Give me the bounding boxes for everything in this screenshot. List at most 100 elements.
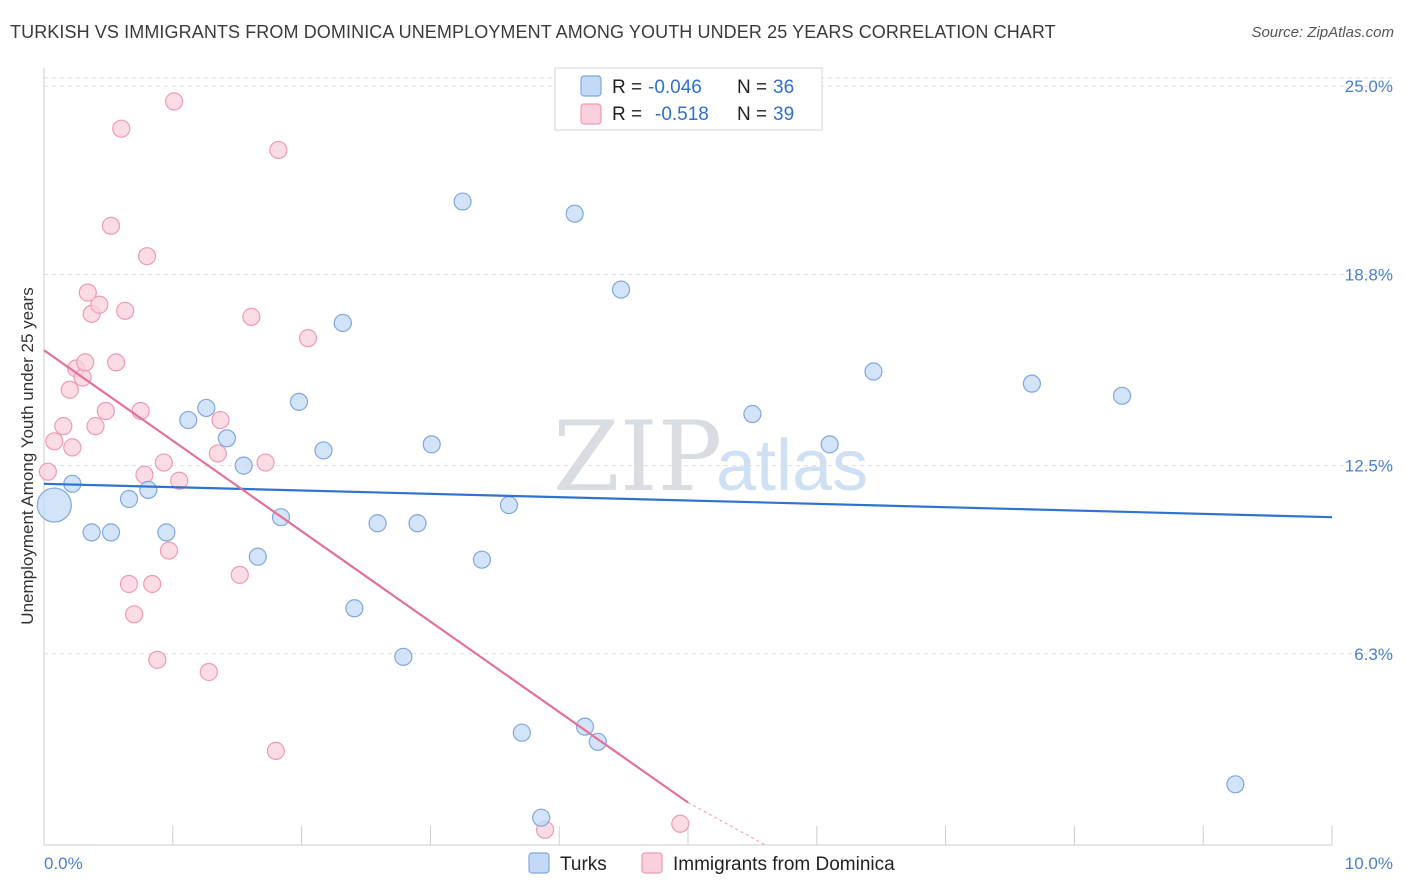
chart-source: Source: ZipAtlas.com bbox=[1251, 24, 1394, 41]
turks-point bbox=[217, 429, 236, 448]
turks-point bbox=[575, 717, 595, 736]
dominica-point bbox=[101, 216, 121, 235]
turks-point bbox=[588, 732, 607, 751]
y-tick-labels: 6.3% 12.5% 18.8% 25.0% bbox=[1345, 77, 1393, 664]
dominica-point bbox=[125, 605, 144, 624]
legend-turks-swatch bbox=[580, 75, 602, 97]
dominica-point bbox=[164, 92, 184, 111]
dominica-point bbox=[54, 417, 73, 436]
y-tick-label: 12.5% bbox=[1345, 457, 1393, 476]
legend-bottom-dominica-swatch bbox=[641, 852, 663, 874]
turks-point bbox=[157, 523, 176, 542]
turks-point bbox=[864, 362, 883, 381]
dominica-point bbox=[170, 471, 189, 490]
dominica-point bbox=[298, 329, 318, 348]
x-ticks bbox=[43, 826, 1333, 845]
turks-point bbox=[408, 514, 427, 533]
dominica-point bbox=[45, 432, 64, 451]
legend-turks-r-value: -0.046 bbox=[648, 77, 702, 98]
y-axis-label: Unemployment Among Youth under 25 years bbox=[18, 287, 37, 624]
watermark-zip: ZIP bbox=[553, 401, 722, 513]
x-tick-label-min: 0.0% bbox=[44, 854, 83, 873]
legend-top: R = -0.046 N = 36 R = -0.518 N = 39 bbox=[554, 67, 823, 131]
turks-point bbox=[611, 280, 631, 299]
dominica-point bbox=[90, 295, 109, 314]
dominica-point bbox=[143, 574, 162, 594]
turks-point bbox=[139, 480, 158, 499]
legend-bottom-turks-label: Turks bbox=[560, 854, 607, 875]
turks-trend-line bbox=[43, 482, 1333, 519]
legend-bottom: Turks Immigrants from Dominica bbox=[528, 852, 895, 875]
dominica-point bbox=[266, 741, 285, 761]
turks-point bbox=[248, 547, 267, 566]
turks-point bbox=[499, 495, 519, 515]
dominica-series bbox=[38, 92, 690, 839]
x-tick-label-max: 10.0% bbox=[1345, 854, 1393, 873]
turks-point bbox=[179, 410, 198, 430]
dominica-point bbox=[208, 444, 227, 463]
turks-point bbox=[453, 192, 472, 211]
y-tick-label: 18.8% bbox=[1345, 265, 1393, 284]
legend-dominica-n-value: 39 bbox=[773, 104, 794, 125]
dominica-point bbox=[112, 119, 131, 138]
turks-point bbox=[422, 435, 441, 454]
dominica-point bbox=[63, 438, 82, 457]
dominica-point bbox=[96, 401, 115, 421]
y-tick-label: 6.3% bbox=[1354, 645, 1393, 664]
dominica-point bbox=[242, 307, 261, 326]
dominica-point bbox=[86, 417, 105, 436]
dominica-point bbox=[60, 380, 79, 399]
legend-dominica-n-label: N = bbox=[737, 104, 767, 125]
dominica-point bbox=[148, 650, 167, 669]
turks-series bbox=[36, 192, 1245, 827]
dominica-point bbox=[119, 574, 139, 594]
turks-point bbox=[36, 487, 72, 523]
turks-point bbox=[197, 398, 216, 418]
dominica-point bbox=[137, 247, 157, 266]
legend-turks-n-label: N = bbox=[737, 77, 767, 98]
dominica-point bbox=[256, 453, 275, 472]
turks-point bbox=[565, 204, 584, 223]
dominica-point bbox=[199, 662, 218, 682]
turks-point bbox=[234, 456, 253, 475]
turks-point bbox=[333, 313, 352, 333]
legend-bottom-turks-swatch bbox=[528, 852, 550, 874]
gridlines bbox=[44, 77, 1393, 655]
dominica-point bbox=[135, 465, 154, 484]
trend-lines bbox=[43, 349, 1333, 846]
dominica-point bbox=[107, 353, 126, 372]
dominica-point bbox=[116, 301, 135, 320]
dominica-point bbox=[211, 410, 230, 430]
turks-point bbox=[368, 514, 387, 533]
turks-point bbox=[314, 441, 333, 460]
dominica-point bbox=[230, 565, 249, 584]
turks-point bbox=[82, 523, 101, 542]
turks-point bbox=[743, 404, 762, 424]
legend-dominica-r-value: -0.518 bbox=[655, 104, 709, 125]
dominica-point bbox=[154, 453, 173, 472]
dominica-point bbox=[159, 541, 179, 560]
turks-point bbox=[532, 808, 551, 827]
turks-point bbox=[512, 723, 531, 742]
dominica-point bbox=[269, 140, 288, 160]
turks-point bbox=[1022, 374, 1041, 393]
dominica-point bbox=[78, 283, 97, 302]
turks-point bbox=[472, 550, 492, 569]
turks-point bbox=[394, 647, 413, 666]
turks-point bbox=[1112, 386, 1132, 405]
chart-title: TURKISH VS IMMIGRANTS FROM DOMINICA UNEM… bbox=[10, 22, 1056, 42]
turks-point bbox=[820, 435, 839, 454]
legend-dominica-swatch bbox=[580, 103, 602, 125]
dominica-trend-extension bbox=[687, 801, 766, 846]
turks-point bbox=[1226, 775, 1245, 794]
dominica-point bbox=[671, 814, 690, 833]
legend-bottom-dominica-label: Immigrants from Dominica bbox=[673, 854, 895, 875]
y-tick-label: 25.0% bbox=[1345, 77, 1393, 96]
dominica-trend-line bbox=[43, 349, 689, 804]
dominica-point bbox=[76, 353, 95, 372]
turks-point bbox=[345, 599, 364, 618]
legend-turks-r-label: R = bbox=[612, 77, 642, 98]
legend-dominica-r-label: R = bbox=[612, 104, 642, 125]
dominica-point bbox=[38, 462, 57, 481]
